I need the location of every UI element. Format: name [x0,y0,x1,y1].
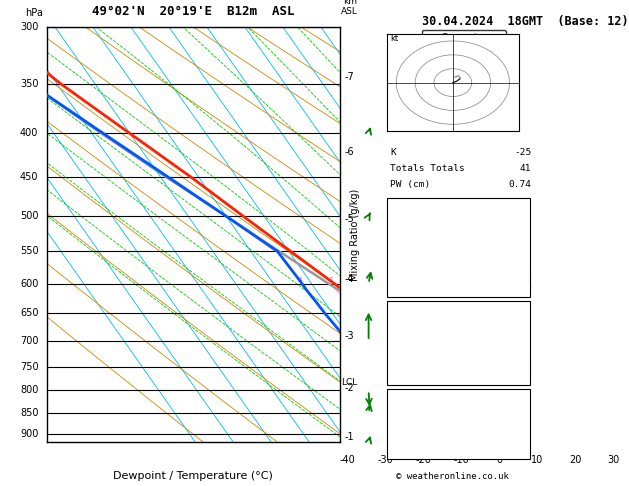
Text: 10: 10 [520,417,532,426]
Text: 900: 900 [20,429,38,439]
Text: CIN (J): CIN (J) [390,283,430,293]
Text: Lifted Index: Lifted Index [390,254,459,263]
Text: km
ASL: km ASL [342,0,358,17]
Text: -4: -4 [345,275,355,284]
Text: Most Unstable: Most Unstable [425,303,499,312]
Text: CAPE (J): CAPE (J) [390,269,436,278]
Text: CIN (J): CIN (J) [390,372,430,381]
Text: -20: -20 [415,455,431,465]
Text: 0.74: 0.74 [508,180,532,190]
Text: -6: -6 [345,147,355,157]
Text: kt: kt [391,34,399,43]
Text: 20: 20 [569,455,581,465]
Text: EH: EH [390,402,401,411]
Text: 500: 500 [20,211,38,221]
Text: 450: 450 [20,172,38,182]
Text: 550: 550 [19,246,38,257]
Text: 30: 30 [607,455,620,465]
Text: -7: -7 [520,402,532,411]
Legend: Temperature, Dewpoint, Parcel Trajectory, Dry Adiabat, Wet Adiabat, Isotherm, Mi: Temperature, Dewpoint, Parcel Trajectory… [421,30,506,89]
Text: 41: 41 [520,164,532,174]
Text: 3: 3 [526,343,532,352]
Text: 0: 0 [526,283,532,293]
Text: Surface: Surface [442,200,482,209]
Text: 0: 0 [526,372,532,381]
Text: hPa: hPa [25,8,43,18]
Text: Lifted Index: Lifted Index [390,343,459,352]
Text: Mixing Ratio (g/kg): Mixing Ratio (g/kg) [350,189,360,280]
Text: 49°02'N  20°19'E  B12m  ASL: 49°02'N 20°19'E B12m ASL [92,5,294,18]
Text: 1: 1 [298,277,302,282]
Text: CAPE (J): CAPE (J) [390,357,436,366]
Text: © weatheronline.co.uk: © weatheronline.co.uk [396,472,509,481]
Text: 177°: 177° [508,431,532,440]
Text: 4.8: 4.8 [515,225,532,234]
Text: PW (cm): PW (cm) [390,180,430,190]
Text: 0: 0 [526,269,532,278]
Text: -1: -1 [345,432,355,442]
Text: StmSpd (kt): StmSpd (kt) [390,446,454,455]
Text: 700: 700 [20,336,38,346]
Text: Totals Totals: Totals Totals [390,164,465,174]
Text: 350: 350 [20,79,38,89]
Text: LCL: LCL [342,378,358,387]
Text: 650: 650 [20,309,38,318]
Text: 10: 10 [520,446,532,455]
Text: θe(K): θe(K) [390,240,419,249]
Text: 931: 931 [515,313,532,323]
Text: 10: 10 [531,455,543,465]
Text: 400: 400 [20,128,38,139]
Text: Dewpoint / Temperature (°C): Dewpoint / Temperature (°C) [113,471,274,481]
Text: -3: -3 [345,330,355,341]
Text: 600: 600 [20,279,38,289]
Text: K: K [390,148,396,157]
Text: 30.04.2024  18GMT  (Base: 12): 30.04.2024 18GMT (Base: 12) [422,15,628,28]
Text: 750: 750 [19,362,38,371]
Text: Dewp (°C): Dewp (°C) [390,225,442,234]
Text: -7: -7 [345,72,355,83]
Text: StmDir: StmDir [390,431,425,440]
Text: Hodograph: Hodograph [436,392,487,401]
Text: 19.6: 19.6 [508,210,532,220]
Text: 0: 0 [526,357,532,366]
Text: 0: 0 [496,455,503,465]
Text: -5: -5 [345,214,355,224]
Text: 300: 300 [20,22,38,32]
Text: 316: 316 [515,240,532,249]
Text: θe (K): θe (K) [390,328,425,337]
Text: -25: -25 [515,148,532,157]
Text: -10: -10 [454,455,469,465]
Text: Temp (°C): Temp (°C) [390,210,442,220]
Text: Pressure (mb): Pressure (mb) [390,313,465,323]
Text: SREH: SREH [390,417,413,426]
Text: 316: 316 [515,328,532,337]
Text: -2: -2 [345,383,355,393]
Text: -40: -40 [340,455,355,465]
Text: -30: -30 [377,455,393,465]
Text: 2: 2 [329,277,333,282]
Text: 850: 850 [20,408,38,418]
Text: 3: 3 [526,254,532,263]
Text: 800: 800 [20,385,38,396]
